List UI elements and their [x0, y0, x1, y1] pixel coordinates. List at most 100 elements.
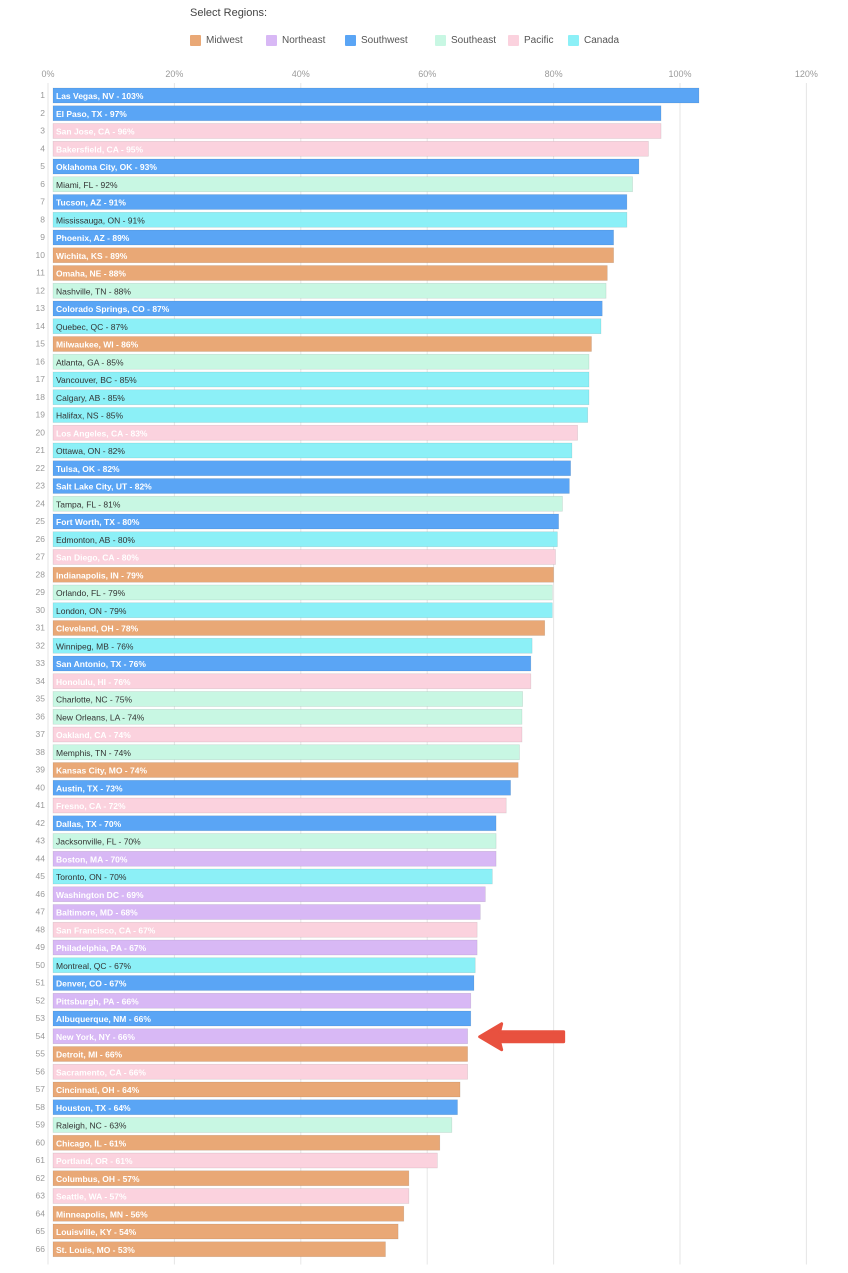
legend-label: Southeast	[451, 35, 497, 46]
legend-label: Pacific	[524, 35, 554, 46]
bar	[52, 265, 608, 281]
rank-label: 26	[36, 534, 46, 544]
bar	[52, 123, 662, 139]
bar-label: Las Vegas, NV - 103%	[56, 91, 144, 101]
bar	[52, 247, 614, 264]
legend-label: Southwest	[361, 35, 408, 46]
rank-label: 49	[36, 942, 46, 952]
bar	[52, 513, 559, 530]
rank-label: 14	[36, 321, 46, 331]
rank-label: 55	[36, 1049, 46, 1059]
bar-label: Tampa, FL - 81%	[56, 499, 121, 509]
legend-item-pacific[interactable]: Pacific	[508, 35, 553, 46]
bar-label: Detroit, MI - 66%	[56, 1050, 123, 1060]
bar-label: Wichita, KS - 89%	[56, 251, 128, 261]
legend-swatch	[435, 35, 446, 46]
bar-label: San Jose, CA - 96%	[56, 127, 135, 137]
bar-label: Vancouver, BC - 85%	[56, 375, 137, 385]
bar-label: Oakland, CA - 74%	[56, 730, 131, 740]
bar	[52, 318, 602, 335]
bar	[52, 1223, 399, 1240]
rank-label: 23	[36, 481, 46, 491]
rank-label: 29	[36, 587, 46, 597]
bar-label: Dallas, TX - 70%	[56, 819, 122, 829]
rank-label: 31	[36, 623, 46, 633]
rank-label: 22	[36, 463, 46, 473]
rank-label: 32	[36, 640, 46, 650]
bar-label: Pittsburgh, PA - 66%	[56, 996, 139, 1006]
bar-label: Seattle, WA - 57%	[56, 1192, 127, 1202]
bar-label: Winnipeg, MB - 76%	[56, 641, 134, 651]
rank-label: 27	[36, 552, 46, 562]
rank-label: 10	[36, 250, 46, 260]
bar-label: Memphis, TN - 74%	[56, 748, 131, 758]
legend-label: Northeast	[282, 35, 326, 46]
rank-label: 1	[40, 90, 45, 100]
bar-label: Nashville, TN - 88%	[56, 286, 131, 296]
rank-label: 18	[36, 392, 46, 402]
bar	[52, 975, 475, 991]
bar-label: Atlanta, GA - 85%	[56, 357, 124, 367]
legend-item-northeast[interactable]: Northeast	[266, 35, 325, 46]
legend-item-midwest[interactable]: Midwest	[190, 35, 243, 46]
bar	[52, 1081, 461, 1098]
bar	[52, 1152, 438, 1169]
legend-swatch	[266, 35, 277, 46]
bar	[52, 655, 532, 672]
bar	[52, 531, 558, 548]
bar	[52, 460, 571, 477]
rank-label: 11	[36, 268, 45, 278]
bar-label: Cincinnati, OH - 64%	[56, 1085, 140, 1095]
bar	[52, 1028, 468, 1045]
rank-label: 30	[36, 605, 46, 615]
bar-label: Fresno, CA - 72%	[56, 801, 126, 811]
rank-label: 20	[36, 427, 46, 437]
rank-label: 8	[40, 214, 45, 224]
bar-label: Indianapolis, IN - 79%	[56, 570, 144, 580]
bar	[52, 691, 523, 707]
rank-label: 51	[36, 978, 46, 988]
bar	[52, 815, 497, 832]
bar-label: Tucson, AZ - 91%	[56, 198, 126, 208]
bar-label: Cleveland, OH - 78%	[56, 624, 139, 634]
bar	[52, 637, 533, 654]
bar	[52, 105, 662, 122]
bar	[52, 1188, 410, 1204]
rank-label: 12	[36, 285, 46, 295]
x-tick-label: 120%	[795, 69, 818, 79]
bar-label: New York, NY - 66%	[56, 1032, 135, 1042]
bar	[52, 407, 589, 423]
legend-item-southwest[interactable]: Southwest	[345, 35, 408, 46]
bar-label: El Paso, TX - 97%	[56, 109, 127, 119]
bar-label: Jacksonville, FL - 70%	[56, 837, 141, 847]
bar	[52, 371, 590, 388]
bar	[52, 868, 493, 885]
x-tick-label: 0%	[41, 69, 54, 79]
bar	[52, 584, 553, 601]
rank-label: 62	[36, 1173, 46, 1183]
rank-label: 9	[40, 232, 45, 242]
bar	[52, 904, 481, 920]
x-tick-label: 20%	[165, 69, 183, 79]
rank-label: 2	[40, 108, 45, 118]
bar	[52, 1241, 386, 1258]
rank-label: 60	[36, 1137, 46, 1147]
rank-label: 33	[36, 658, 46, 668]
legend-item-southeast[interactable]: Southeast	[435, 35, 496, 46]
bar-label: Boston, MA - 70%	[56, 854, 128, 864]
x-tick-label: 80%	[545, 69, 563, 79]
bar-label: Bakersfield, CA - 95%	[56, 144, 144, 154]
bar	[52, 300, 603, 317]
rank-label: 42	[36, 818, 46, 828]
bar	[52, 353, 590, 370]
bar-label: London, ON - 79%	[56, 606, 127, 616]
legend-item-canada[interactable]: Canada	[568, 35, 619, 46]
bar	[52, 442, 573, 459]
bar	[52, 1099, 458, 1116]
bar	[52, 87, 700, 104]
rank-label: 38	[36, 747, 46, 757]
rank-label: 25	[36, 516, 46, 526]
bar	[52, 566, 554, 583]
bar-label: Oklahoma City, OK - 93%	[56, 162, 157, 172]
bar	[52, 282, 607, 299]
